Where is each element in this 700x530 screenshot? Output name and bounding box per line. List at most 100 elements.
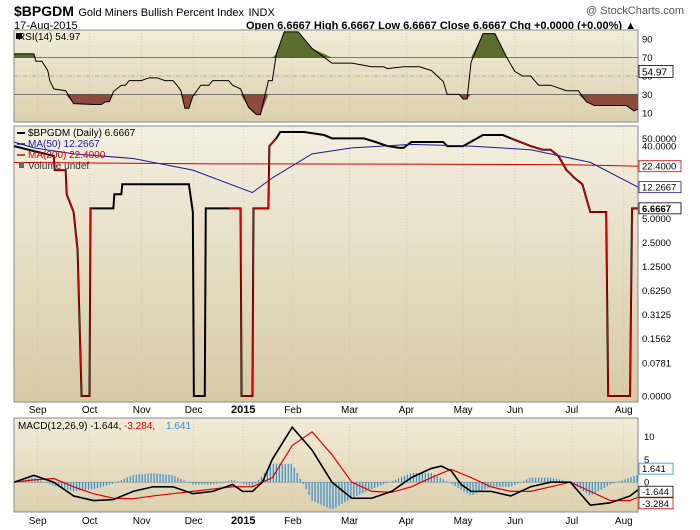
price-below-ma-segment [510,137,638,397]
macd-histogram-bar [153,473,155,483]
brand-label[interactable]: @ StockCharts.com [586,5,684,17]
macd-histogram-bar [588,482,590,496]
macd-histogram-bar [371,482,373,490]
macd-histogram-bar [436,476,438,483]
macd-histogram-bar [216,482,218,484]
macd-histogram-bar [308,482,310,496]
macd-histogram-bar [400,477,403,483]
macd-histogram-bar [245,482,248,485]
macd-histogram-bar [377,482,379,487]
macd-histogram-bar [481,482,483,491]
macd-histogram-bar [445,480,447,483]
x-tick-label: Jul [565,516,578,527]
macd-histogram-bar [338,482,340,506]
signal-line [14,430,638,502]
macd-histogram-bar [505,482,507,487]
macd-histogram-bar [386,482,388,484]
price-tick-label: 0.1562 [642,334,671,345]
x-tick-label: Mar [341,516,359,527]
macd-histogram-bar [514,482,516,485]
macd-histogram-bar [460,482,462,490]
macd-histogram-bar [350,482,352,499]
rsi-tick-label: 30 [642,90,653,101]
macd-last-value: 1.641 [642,464,666,475]
macd-histogram-bar [579,482,581,490]
macd-histogram-bar [585,482,587,494]
macd-histogram-bar [442,479,444,483]
macd-histogram-bar [618,481,620,483]
price-tick-label: 6.6667 [642,204,671,215]
macd-histogram-bar [129,476,131,483]
macd-histogram-bar [93,482,96,489]
macd-histogram-bar [415,473,418,483]
rsi-overbought-fill [14,31,638,58]
macd-last-value-box [638,497,674,510]
macd-histogram-bar [305,482,307,490]
price-tick-label: 22.4000 [642,162,676,173]
x-tick-label: May [454,405,473,416]
macd-histogram-bar [49,482,51,485]
macd-histogram-bar [493,482,495,487]
macd-histogram-bar [329,482,331,509]
macd-histogram-bar [171,475,173,483]
macd-tick-label: 10 [644,432,655,443]
signal-legend: -3.284, [124,421,155,432]
macd-histogram-bar [219,482,221,483]
macd-histogram-bar [81,482,84,491]
macd-histogram-bar [70,482,72,491]
macd-histogram-bar [582,482,584,492]
macd-histogram-bar [102,482,105,487]
x-tick-label: Oct [82,516,98,527]
macd-histogram-bar [195,482,197,485]
x-tick-label: Jun [507,516,523,527]
macd-histogram-bar [213,482,215,485]
macd-histogram-bar [287,463,289,483]
macd-histogram-bar [383,482,385,485]
macd-tick-label: 5 [644,455,649,466]
price-legend: $BPGDM (Daily) 6.6667 [28,128,136,139]
x-tick-label: Apr [399,405,415,416]
macd-histogram-bar [508,482,510,487]
macd-histogram-bar [490,482,492,487]
macd-histogram-bar [207,482,209,485]
price-tick-label: 0.3125 [642,310,671,321]
macd-histogram-bar [64,482,66,489]
macd-histogram-bar [111,482,113,484]
macd-histogram-bar [251,482,254,487]
macd-histogram-bar [454,482,456,487]
volume-legend: Volume undef [28,161,89,172]
macd-histogram-bar [532,477,534,483]
macd-histogram-bar [52,482,54,486]
macd-histogram-bar [541,477,543,483]
macd-histogram-bar [61,482,63,489]
x-tick-label: Nov [133,516,151,527]
macd-histogram-bar [600,482,602,490]
macd-histogram-bar [189,482,191,484]
x-tick-label: Dec [185,516,203,527]
macd-histogram-bar [257,479,260,483]
macd-tick-label: 0 [644,478,649,489]
price-series-line [14,161,638,167]
x-tick-label: May [454,516,473,527]
macd-histogram-bar [75,482,78,492]
macd-legend: MACD(12,26,9) -1.644, [18,421,121,432]
macd-histogram-bar [412,473,415,483]
macd-histogram-bar [323,482,325,507]
macd-panel [13,417,639,513]
index-name: Gold Miners Bullish Percent Index [78,7,245,19]
macd-histogram-bar [597,482,599,492]
macd-histogram-bar [204,482,206,485]
price-highlight-box [638,160,682,173]
macd-histogram-bar [311,482,313,501]
macd-histogram-bar [260,476,263,483]
macd-histogram-bar [502,482,504,487]
macd-histogram-bar [433,474,435,483]
macd-histogram-bar [630,477,632,483]
price-tick-label: 40.0000 [642,142,676,153]
symbol: $BPGDM [14,3,74,19]
histogram-legend: 1.641 [166,421,191,432]
macd-histogram-bar [499,482,501,487]
macd-histogram-bar [314,482,316,502]
macd-histogram-bar [162,474,164,483]
macd-histogram-bar [99,482,102,488]
